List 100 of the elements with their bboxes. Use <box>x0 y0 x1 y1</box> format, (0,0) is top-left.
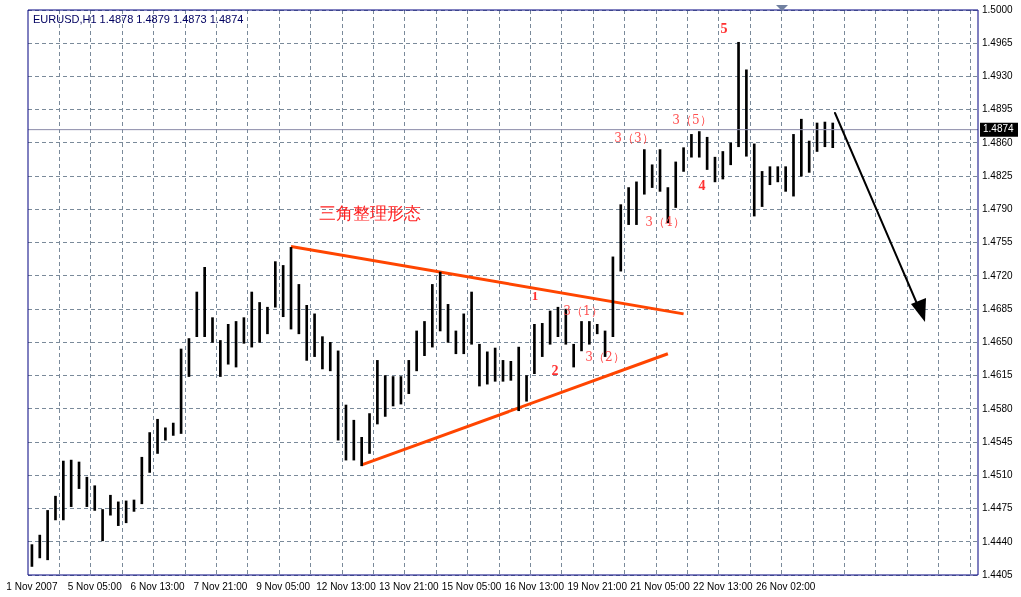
y-tick-label: 1.4755 <box>982 236 1014 248</box>
y-tick-label: 1.4580 <box>982 402 1014 414</box>
bar <box>360 436 364 467</box>
bar <box>807 140 811 173</box>
x-tick-label: 1 Nov 2007 <box>6 580 58 592</box>
bar <box>517 346 521 412</box>
bar <box>250 291 254 348</box>
bar <box>383 375 387 417</box>
bar <box>690 134 693 158</box>
bar <box>776 166 780 183</box>
x-tick-label: 19 Nov 21:00 <box>567 580 628 592</box>
annotation: 4 <box>698 177 706 193</box>
y-tick-label: 1.4545 <box>982 435 1014 447</box>
bar <box>171 422 175 436</box>
annotation: 三角整理形态 <box>319 203 421 224</box>
y-tick-label: 1.4825 <box>982 169 1014 181</box>
bar <box>784 166 787 192</box>
x-tick-label: 12 Nov 13:00 <box>316 580 377 592</box>
bar <box>352 419 356 461</box>
chart-title: EURUSD,H1 1.4878 1.4879 1.4873 1.4874 <box>33 13 244 26</box>
bar <box>376 360 379 425</box>
y-tick-label: 1.4475 <box>982 502 1014 514</box>
bar <box>642 149 646 195</box>
bar <box>485 351 489 385</box>
x-tick-label: 6 Nov 13:00 <box>130 580 185 592</box>
bar <box>627 187 630 225</box>
bar <box>525 375 528 402</box>
bar <box>752 143 756 217</box>
x-tick-label: 5 Nov 05:00 <box>67 580 123 592</box>
bar <box>635 181 638 225</box>
annotation: 3（2） <box>585 350 625 365</box>
bar <box>62 460 65 521</box>
bar <box>540 323 544 357</box>
bar <box>148 432 152 473</box>
annotation: 3（1） <box>563 304 603 319</box>
bar <box>462 313 466 355</box>
y-tick-label: 1.4440 <box>982 535 1014 547</box>
bar <box>650 164 654 188</box>
annotation: 5 <box>720 20 728 36</box>
x-tick-label: 26 Nov 02:00 <box>755 580 816 592</box>
bar <box>438 271 442 332</box>
x-tick-label: 7 Nov 21:00 <box>193 580 248 592</box>
bar <box>478 343 481 387</box>
bar <box>219 340 222 377</box>
bar <box>328 342 332 372</box>
y-tick-label: 1.4720 <box>982 269 1014 281</box>
bar <box>792 134 795 197</box>
bar <box>226 323 230 365</box>
bar <box>258 302 261 343</box>
bar <box>313 313 316 357</box>
bar <box>38 534 42 559</box>
bar <box>674 161 678 208</box>
bar <box>800 118 803 177</box>
bar <box>116 501 120 526</box>
y-tick-label: 1.4895 <box>982 103 1014 115</box>
bar <box>423 321 426 356</box>
bar <box>211 317 214 343</box>
x-tick-label: 13 Nov 21:00 <box>379 580 439 592</box>
annotation: 2 <box>551 362 559 378</box>
y-tick-label: 1.4685 <box>982 302 1014 314</box>
y-tick-label: 1.4860 <box>982 136 1014 148</box>
x-tick-label: 21 Nov 05:00 <box>630 580 691 592</box>
bar <box>164 427 167 441</box>
annotation: 1 <box>531 288 539 304</box>
bar <box>533 323 536 375</box>
bar <box>54 495 57 521</box>
bar <box>156 418 159 454</box>
bar <box>415 330 418 372</box>
bar <box>101 509 104 542</box>
y-tick-label: 1.4965 <box>982 36 1014 48</box>
ref-line-label: 1.4874 <box>983 123 1015 135</box>
x-tick-label: 22 Nov 13:00 <box>693 580 754 592</box>
bar <box>195 291 199 337</box>
y-tick-label: 1.4405 <box>982 568 1014 580</box>
bar <box>737 41 740 148</box>
bar <box>697 131 701 158</box>
bar <box>729 142 733 166</box>
bar <box>588 321 591 345</box>
bar <box>321 336 324 370</box>
annotation: 3（5） <box>672 113 712 128</box>
y-tick-label: 1.4650 <box>982 336 1014 348</box>
bar <box>266 306 269 335</box>
bar <box>93 485 97 511</box>
bar <box>46 510 49 561</box>
bar <box>368 413 371 454</box>
bar <box>305 304 309 361</box>
y-tick-label: 1.4615 <box>982 369 1014 381</box>
x-tick-label: 16 Nov 13:00 <box>504 580 565 592</box>
bar <box>273 261 277 308</box>
bar <box>431 284 434 348</box>
y-tick-label: 1.4510 <box>982 469 1014 481</box>
y-tick-label: 1.4930 <box>982 70 1014 82</box>
bar <box>572 343 575 368</box>
bar <box>69 459 73 507</box>
annotation: 3（3） <box>614 131 654 146</box>
bar <box>407 360 411 394</box>
bar <box>831 122 835 149</box>
x-tick-label: 9 Nov 05:00 <box>256 580 311 592</box>
y-tick-label: 1.5000 <box>982 3 1014 15</box>
y-tick-label: 1.4790 <box>982 203 1014 215</box>
